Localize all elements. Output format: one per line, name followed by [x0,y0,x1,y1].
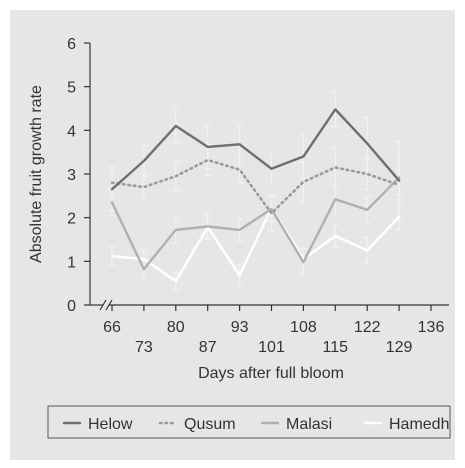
y-tick-label: 0 [67,298,76,315]
x-tick-label: 108 [290,319,317,336]
legend-label-qusum: Qusum [184,416,236,433]
y-tick-label: 2 [67,211,76,228]
y-tick-label: 3 [67,167,76,184]
x-axis-label: Days after full bloom [198,365,344,382]
x-tick-label: 87 [199,339,217,356]
y-tick-label: 6 [67,36,76,53]
y-tick-label: 5 [67,80,76,97]
y-tick-label: 1 [67,254,76,271]
x-tick-label: 136 [418,319,445,336]
legend-label-helow: Helow [88,416,133,433]
series-line-qusum [110,158,401,215]
x-tick-label: 73 [135,339,153,356]
series-line-malasi [110,176,401,271]
axis-break-mark [105,299,113,311]
axis-break-mark [99,299,107,311]
series-line-hamedh [110,206,401,283]
series-group [108,91,404,291]
x-tick-label: 122 [354,319,381,336]
legend-label-hamedh: Hamedh [389,416,449,433]
x-tick-label: 101 [258,339,285,356]
legend-box [47,405,451,439]
x-tick-label: 80 [167,319,185,336]
y-axis-label: Absolute fruit growth rate [28,85,45,263]
y-tick-label: 4 [67,123,76,140]
axes: 0 1 2 3 4 5 6 Absolute fruit growth rate 66 73 80 8… [28,36,449,382]
x-tick-label: 66 [103,319,121,336]
x-tick-label: 93 [231,319,249,336]
x-tick-label: 129 [386,339,413,356]
series-line-helow [110,108,401,191]
legend: Helow Qusum Malasi Hamedh [47,405,451,439]
legend-label-malasi: Malasi [286,416,332,433]
x-tick-label: 115 [323,339,349,356]
